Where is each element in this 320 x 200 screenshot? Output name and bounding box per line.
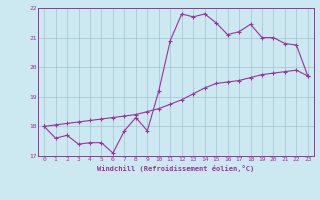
X-axis label: Windchill (Refroidissement éolien,°C): Windchill (Refroidissement éolien,°C) (97, 165, 255, 172)
